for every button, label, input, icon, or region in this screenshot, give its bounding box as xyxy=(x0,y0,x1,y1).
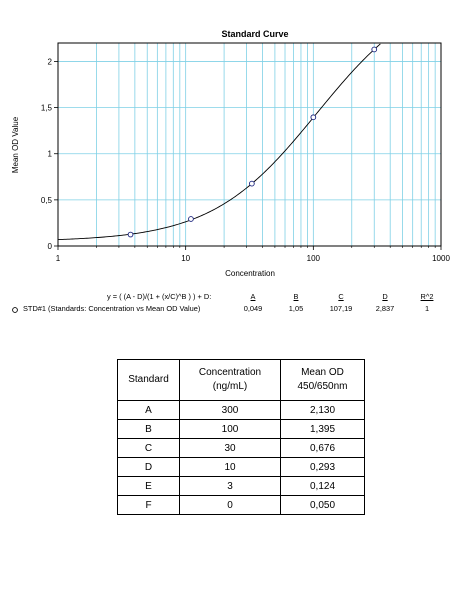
cell-concentration: 0 xyxy=(179,495,281,515)
table-row: A 300 2,130 xyxy=(117,400,365,420)
param-d-value: 2,837 xyxy=(375,304,395,313)
param-c-value: 107,19 xyxy=(329,304,353,313)
data-point xyxy=(249,180,255,187)
cell-standard: C xyxy=(117,438,180,458)
cell-mean-od: 0,293 xyxy=(280,457,365,477)
cell-mean-od: 0,050 xyxy=(280,495,365,515)
header-mean-od: Mean OD 450/650nm xyxy=(280,359,365,401)
cell-standard: F xyxy=(117,495,180,515)
data-point xyxy=(371,46,378,53)
header-mean-od-text: Mean OD 450/650nm xyxy=(297,367,348,392)
table-row: C 30 0,676 xyxy=(117,438,365,458)
data-points xyxy=(127,46,378,238)
chart-title: Standard Curve xyxy=(221,29,288,39)
cell-concentration: 100 xyxy=(179,419,281,439)
plot-frame xyxy=(57,42,442,247)
cell-concentration: 3 xyxy=(179,476,281,496)
cell-concentration: 10 xyxy=(179,457,281,477)
r-squared-header: R^2 xyxy=(420,292,434,301)
cell-mean-od: 1,395 xyxy=(280,419,365,439)
y-axis-label: Mean OD Value xyxy=(11,116,20,173)
table-row: B 100 1,395 xyxy=(117,419,365,439)
cell-standard: B xyxy=(117,419,180,439)
table-header-row: Standard Concentration (ng/mL) Mean OD 4… xyxy=(117,359,365,401)
x-axis: 1 10 100 1000 xyxy=(56,246,450,263)
y-tick-label: 1 xyxy=(48,150,53,159)
x-tick-label: 1 xyxy=(56,254,61,263)
table-row: F 0 0,050 xyxy=(117,495,365,515)
x-axis-label: Concentration xyxy=(225,269,275,278)
data-point xyxy=(310,114,317,121)
cell-concentration: 300 xyxy=(179,400,281,420)
series-label: STD#1 (Standards: Concentration vs Mean … xyxy=(23,304,201,313)
y-tick-label: 2 xyxy=(48,57,53,66)
param-d-header: D xyxy=(382,292,388,301)
fit-curve xyxy=(57,43,381,241)
table-row: D 10 0,293 xyxy=(117,457,365,477)
cell-mean-od: 0,676 xyxy=(280,438,365,458)
y-tick-label: 0 xyxy=(48,242,53,251)
param-c-header: C xyxy=(338,292,344,301)
cell-standard: A xyxy=(117,400,180,420)
data-point xyxy=(188,216,194,222)
param-a-value: 0,049 xyxy=(243,304,263,313)
param-a-header: A xyxy=(250,292,256,301)
grid xyxy=(58,43,441,246)
x-tick-label: 100 xyxy=(307,254,321,263)
header-concentration-text: Concentration (ng/mL) xyxy=(198,367,262,392)
equation-formula: y = ( (A - D)/(1 + (x/C)^B ) ) + D: xyxy=(107,292,212,301)
header-standard: Standard xyxy=(117,359,180,401)
data-point xyxy=(127,231,134,238)
standard-curve-chart: Standard Curve 1 10 100 1000 0 0,5 1 1,5 2 Conc… xyxy=(11,29,450,278)
cell-concentration: 30 xyxy=(179,438,281,458)
param-b-header: B xyxy=(293,292,299,301)
y-tick-label: 1,5 xyxy=(41,104,53,113)
r-squared-value: 1 xyxy=(424,304,430,313)
cell-standard: E xyxy=(117,476,180,496)
x-tick-label: 1000 xyxy=(432,254,450,263)
cell-mean-od: 0,124 xyxy=(280,476,365,496)
table-row: E 3 0,124 xyxy=(117,476,365,496)
cell-mean-od: 2,130 xyxy=(280,400,365,420)
y-axis: 0 0,5 1 1,5 2 xyxy=(41,57,58,251)
standards-table: Standard Concentration (ng/mL) Mean OD 4… xyxy=(117,359,365,515)
x-tick-label: 10 xyxy=(181,254,190,263)
cell-standard: D xyxy=(117,457,180,477)
header-concentration: Concentration (ng/mL) xyxy=(179,359,281,401)
param-b-value: 1,05 xyxy=(288,304,304,313)
series-marker-icon xyxy=(12,307,18,313)
y-tick-label: 0,5 xyxy=(41,196,53,205)
